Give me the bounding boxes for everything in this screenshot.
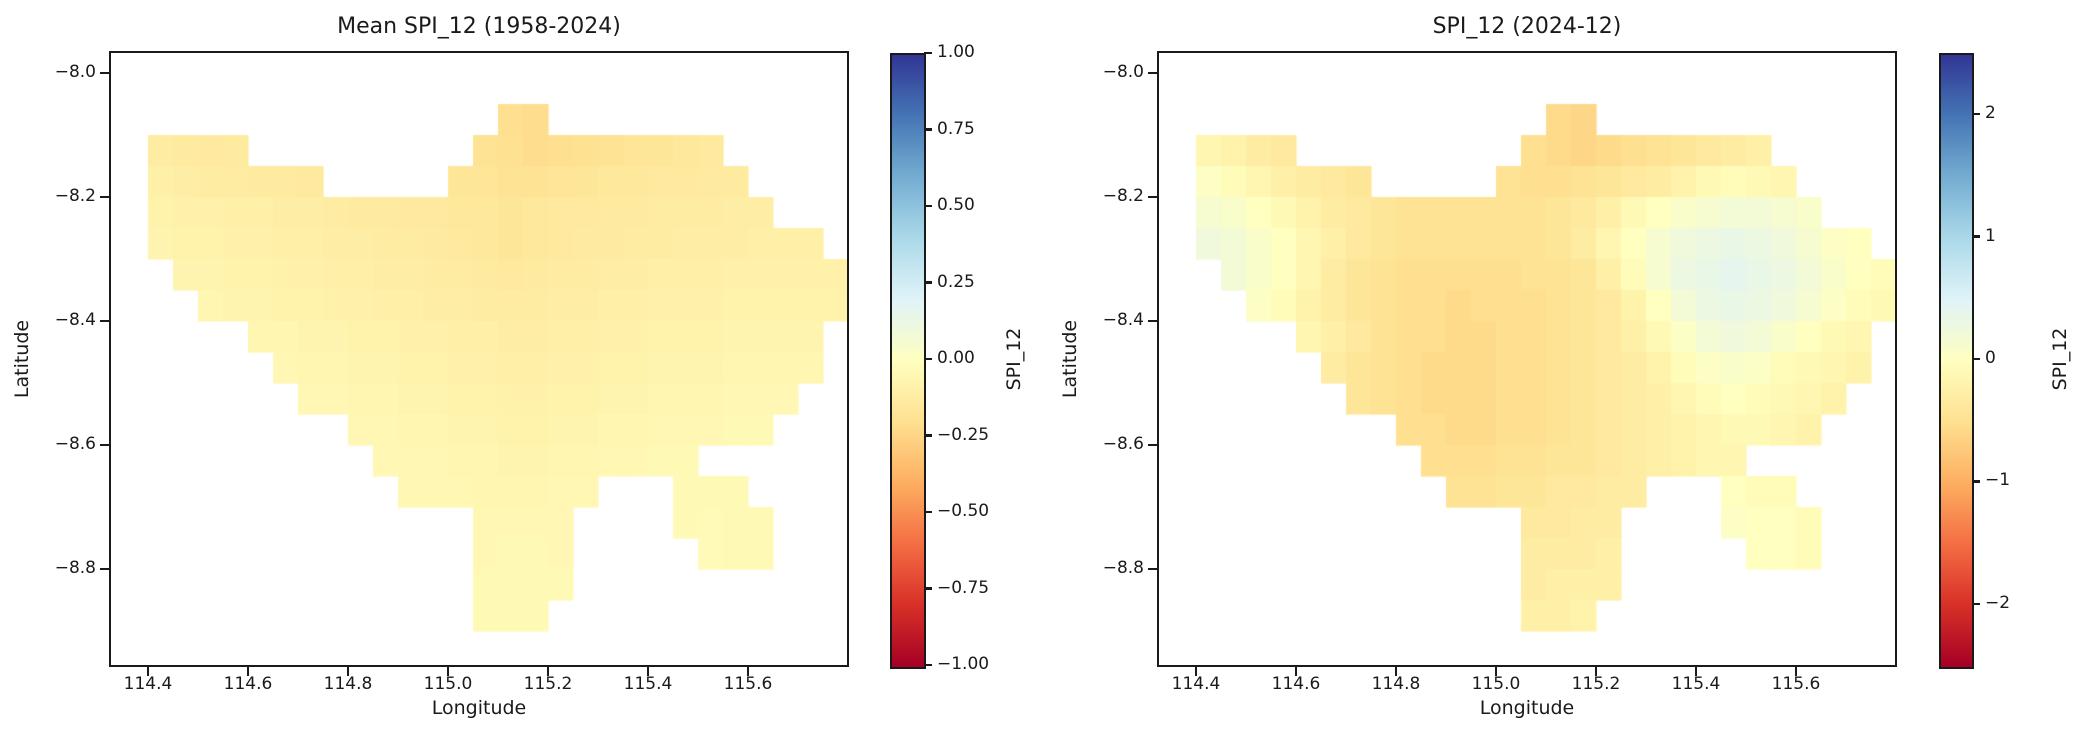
colorbar-tick-mark <box>924 587 932 590</box>
colorbar <box>890 53 926 669</box>
y-tick-mark <box>1148 443 1157 447</box>
y-tick-label: −8.8 <box>54 558 96 578</box>
colorbar-tick-mark <box>924 357 932 361</box>
x-tick-label: 115.6 <box>723 674 773 694</box>
x-tick-mark <box>1494 667 1498 676</box>
colorbar-tick-mark <box>924 281 932 284</box>
y-tick-mark <box>100 195 109 199</box>
x-tick-label: 114.4 <box>123 674 173 694</box>
colorbar-tick-label: −0.75 <box>937 577 990 598</box>
colorbar-tick-mark <box>924 128 932 131</box>
x-axis-label: Longitude <box>431 697 527 719</box>
x-tick-mark <box>1594 667 1598 676</box>
x-tick-label: 114.4 <box>1171 674 1221 694</box>
colorbar-tick-label: 2 <box>1985 103 1996 124</box>
x-tick-mark <box>546 667 550 676</box>
colorbar-tick-mark <box>924 510 932 514</box>
x-tick-mark <box>246 667 250 676</box>
x-tick-label: 115.2 <box>523 674 573 694</box>
colorbar <box>1939 53 1974 669</box>
colorbar-tick-label: 0 <box>1985 348 1996 368</box>
y-tick-label: −8.2 <box>1102 186 1144 206</box>
y-tick-label: −8.6 <box>1102 434 1144 454</box>
y-tick-mark <box>100 443 109 447</box>
x-tick-label: 114.6 <box>1271 674 1321 694</box>
x-tick-label: 115.4 <box>623 674 673 694</box>
heatmap-canvas <box>1159 53 1895 665</box>
colorbar-tick-mark <box>924 663 932 667</box>
y-axis-label: Latitude <box>1059 319 1081 399</box>
colorbar-tick-mark <box>1972 112 1980 116</box>
colorbar-tick-label: −2 <box>1985 592 2011 613</box>
colorbar-tick-label: 0.50 <box>937 195 975 215</box>
x-tick-label: 115.6 <box>1771 674 1821 694</box>
y-tick-mark <box>1148 195 1157 199</box>
x-tick-mark <box>746 667 750 676</box>
x-tick-label: 115.2 <box>1571 674 1621 694</box>
x-tick-mark <box>1694 667 1698 676</box>
x-tick-mark <box>1394 667 1398 676</box>
y-tick-mark <box>100 71 109 75</box>
colorbar-tick-mark <box>924 204 932 208</box>
colorbar-tick-label: 0.25 <box>937 271 975 292</box>
x-tick-mark <box>446 667 450 676</box>
y-tick-mark <box>100 567 109 571</box>
y-tick-label: −8.0 <box>54 62 96 82</box>
x-tick-mark <box>646 667 650 676</box>
x-tick-mark <box>146 667 150 676</box>
x-axis-label: Longitude <box>1479 697 1575 719</box>
x-tick-label: 114.8 <box>1371 674 1421 694</box>
colorbar-label: SPI_12 <box>2049 327 2071 391</box>
y-tick-label: −8.6 <box>54 434 96 454</box>
y-tick-mark <box>1148 71 1157 75</box>
colorbar-tick-label: 1 <box>1985 225 1996 246</box>
x-tick-label: 114.6 <box>223 674 273 694</box>
colorbar-tick-label: −0.25 <box>937 424 990 445</box>
colorbar-tick-mark <box>924 51 932 55</box>
x-tick-label: 115.0 <box>423 674 473 694</box>
colorbar-tick-label: 0.00 <box>937 348 975 368</box>
y-tick-label: −8.4 <box>1102 310 1144 330</box>
colorbar-tick-label: 0.75 <box>937 118 975 139</box>
x-tick-label: 115.4 <box>1671 674 1721 694</box>
x-tick-label: 114.8 <box>323 674 373 694</box>
colorbar-tick-label: −1 <box>1985 470 2011 491</box>
colorbar-tick-mark <box>1972 357 1980 361</box>
x-tick-mark <box>1294 667 1298 676</box>
colorbar-tick-label: −1.00 <box>937 654 990 674</box>
y-tick-mark <box>1148 567 1157 571</box>
x-tick-label: 115.0 <box>1471 674 1521 694</box>
y-tick-label: −8.2 <box>54 186 96 206</box>
colorbar-tick-label: −0.50 <box>937 501 990 521</box>
y-tick-label: −8.4 <box>54 310 96 330</box>
y-tick-label: −8.0 <box>1102 62 1144 82</box>
heatmap-canvas <box>111 53 847 665</box>
colorbar-tick-label: 1.00 <box>937 42 975 62</box>
x-tick-mark <box>346 667 350 676</box>
x-tick-mark <box>1194 667 1198 676</box>
y-tick-mark <box>100 319 109 323</box>
colorbar-tick-mark <box>1972 602 1980 606</box>
colorbar-tick-mark <box>924 434 932 437</box>
x-tick-mark <box>1794 667 1798 676</box>
panel-title: Mean SPI_12 (1958-2024) <box>337 14 621 39</box>
y-tick-mark <box>1148 319 1157 323</box>
panel-title: SPI_12 (2024-12) <box>1432 14 1622 39</box>
y-tick-label: −8.8 <box>1102 558 1144 578</box>
colorbar-tick-mark <box>1972 235 1980 238</box>
colorbar-tick-mark <box>1972 480 1980 483</box>
